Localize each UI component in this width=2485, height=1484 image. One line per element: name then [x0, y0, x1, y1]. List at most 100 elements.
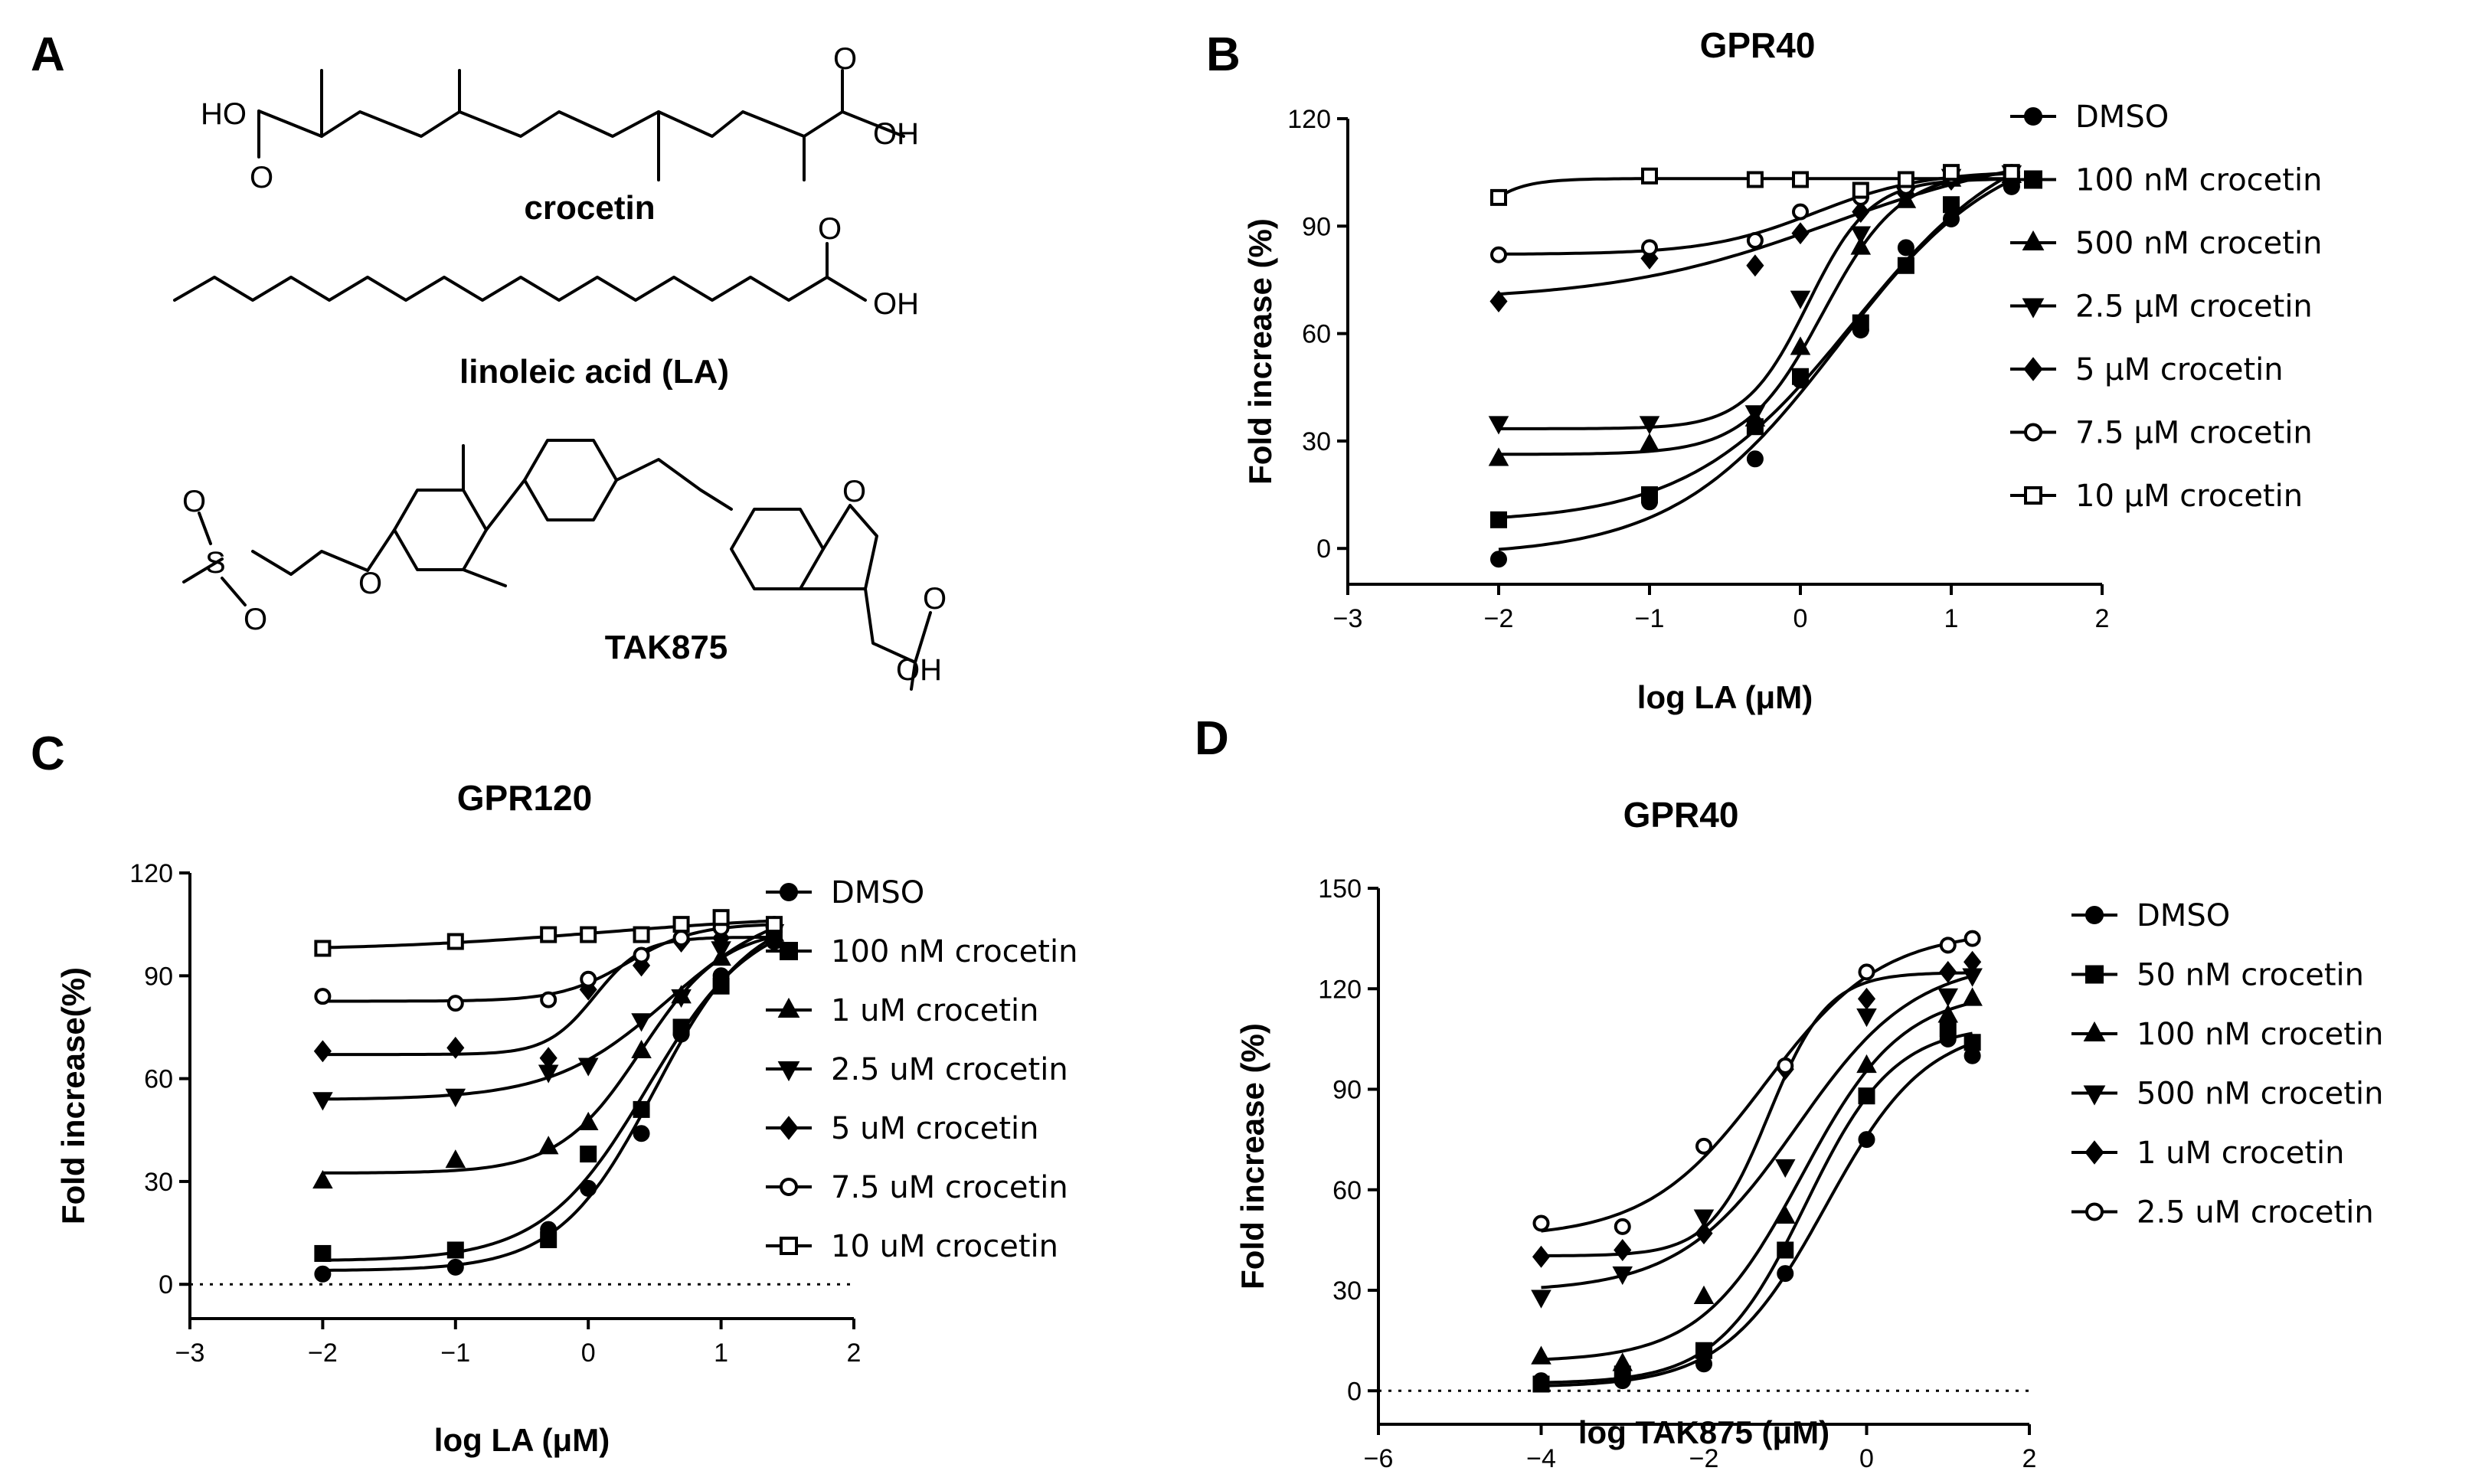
chart-d-y-tick-label: 150: [1318, 874, 1362, 904]
tak875-atom-o-acid: O: [923, 582, 947, 616]
panel-letter-c: C: [31, 727, 65, 780]
chart-d-legend-item: 1 uM crocetin: [2071, 1136, 2345, 1171]
chart-d-point: [1612, 1266, 1633, 1286]
chart-c-point: [314, 1244, 332, 1262]
chart-b-legend-label: 7.5 μM crocetin: [2075, 416, 2313, 451]
chart-b-point: [1490, 188, 1507, 206]
chart-d-fit-curve: [1541, 937, 1973, 1233]
chart-b-point: [1639, 416, 1660, 435]
chart-d-fit-curve: [1541, 1041, 1973, 1388]
chart-b-point: [1943, 164, 1960, 181]
chart-d-point: [1695, 1342, 1712, 1359]
chart-d-y-tick-label: 90: [1332, 1076, 1362, 1105]
panel-letter-b: B: [1206, 28, 1241, 81]
chart-b-legend-marker: [2022, 298, 2045, 319]
tak875-atom-o-ring: O: [842, 475, 866, 508]
crocetin-atom-oh: OH: [873, 117, 919, 151]
chart-d-legend-label: 2.5 uM crocetin: [2137, 1195, 2374, 1231]
chart-b-point: [1852, 181, 1869, 199]
chart-b-legend-label: 10 μM crocetin: [2075, 479, 2303, 514]
chart-b-legend-label: 5 μM crocetin: [2075, 352, 2284, 387]
chart-d-point: [1937, 1004, 1959, 1023]
chart-d-fit-curve: [1541, 971, 1973, 1257]
chart-b-point: [1897, 171, 1914, 188]
chart-b-y-tick-label: 60: [1302, 320, 1331, 349]
chart-d-series-dmso: [1532, 1030, 1981, 1390]
chart-b-legend-marker: [2024, 107, 2042, 126]
chart-b-point: [1790, 290, 1811, 309]
chart-d-y-tick-label: 120: [1318, 975, 1362, 1004]
chart-d-point: [1939, 1020, 1957, 1038]
chart-c-point: [580, 970, 597, 988]
chart-b-x-tick-label: −3: [1333, 604, 1363, 633]
chart-b-point: [1897, 257, 1914, 274]
chart-d-legend-marker: [2085, 906, 2104, 924]
chart-c-fit-curve: [322, 935, 775, 1057]
chart-d-x-tick-label: 2: [2022, 1444, 2037, 1473]
chart-d-legend-label: 1 uM crocetin: [2137, 1136, 2345, 1171]
chart-d-point: [1612, 1352, 1633, 1371]
chart-b-legend-label: 100 nM crocetin: [2075, 163, 2322, 198]
tak875-so-2: [221, 577, 247, 606]
chart-c-point: [633, 1125, 650, 1142]
chart-d-legend-label: 100 nM crocetin: [2137, 1017, 2383, 1052]
chart-b-fit-curve: [1498, 169, 2013, 296]
chart-c-point: [314, 988, 332, 1005]
tak875-ethyl-linker: [615, 458, 733, 511]
chart-b-y-label: Fold increase (%): [1242, 218, 1278, 485]
chart-b-legend-item: 500 nM crocetin: [2010, 226, 2322, 261]
chart-c-legend-marker: [777, 1061, 800, 1082]
chart-c-legend-marker: [780, 1237, 798, 1255]
chart-c-legend-label: 1 uM crocetin: [831, 993, 1039, 1028]
chart-d-legend-item: 100 nM crocetin: [2071, 1017, 2383, 1052]
chart-c-point: [712, 909, 730, 927]
chart-b-point: [1852, 201, 1870, 224]
chart-c-legend-item: 1 uM crocetin: [766, 993, 1039, 1028]
chart-d-point: [1858, 1087, 1875, 1105]
chart-b-point: [1791, 222, 1810, 245]
chart-d-point: [1693, 1209, 1715, 1228]
chart-c-point: [580, 1146, 597, 1163]
chart-b-point: [1897, 239, 1914, 257]
chart-c-legend-label: 100 nM crocetin: [831, 934, 1077, 969]
chart-d-point: [1695, 1137, 1712, 1155]
chart-b-legend-item: 7.5 μM crocetin: [2010, 416, 2313, 451]
chart-d-point: [1856, 1008, 1877, 1028]
tak875-so-1: [198, 512, 212, 545]
chart-d-legend-item: 500 nM crocetin: [2071, 1077, 2383, 1112]
chart-c-point: [540, 991, 557, 1008]
chart-d-x-tick-label: −2: [1689, 1444, 1719, 1473]
chart-c-point: [672, 930, 690, 947]
chart-d-x-tick-label: −4: [1526, 1444, 1556, 1473]
chart-d-point: [1962, 987, 1983, 1006]
chart-c-fit-curve: [322, 936, 775, 1272]
chart-b-point: [1792, 171, 1809, 188]
chart-b-legend-marker: [2022, 230, 2045, 250]
chart-d-legend-item: DMSO: [2071, 898, 2230, 933]
chart-c-x-tick-label: 0: [581, 1339, 596, 1368]
chart-c-point: [312, 1092, 333, 1111]
chart-b-legend-marker: [2024, 170, 2042, 189]
chart-d-y-tick-label: 60: [1332, 1176, 1362, 1205]
chart-b-legend-item: 2.5 μM crocetin: [2010, 289, 2313, 325]
chart-b-point: [1744, 405, 1766, 424]
panel-letter-d: D: [1195, 712, 1229, 765]
chart-b: GPR40 0 30 60 90 120 −3 −2 −1 0 1 2 log LA (μM) Fold …: [1242, 25, 2322, 715]
chart-b-point: [1490, 511, 1507, 528]
chart-c-x-tick-label: −1: [440, 1339, 470, 1368]
la-skeleton: [173, 276, 867, 302]
chart-c-x-tick-label: −2: [308, 1339, 338, 1368]
chart-d-legend-marker: [2085, 1202, 2104, 1221]
chart-b-point: [1641, 167, 1658, 185]
chart-d-point: [1532, 1214, 1550, 1232]
chart-d-series-50-nm-crocetin: [1532, 1020, 1981, 1393]
chart-c-y-tick-label: 0: [159, 1270, 173, 1299]
chart-b-series-100-nm-crocetin: [1490, 171, 2020, 528]
chart-d-point: [1774, 1205, 1796, 1224]
chart-c-point: [580, 926, 597, 943]
la-label: linoleic acid (LA): [459, 353, 729, 391]
tak875-ring-right: [730, 508, 825, 590]
chart-d-fit-curve: [1541, 974, 1973, 1290]
chart-d-point: [1777, 1265, 1794, 1283]
chart-d-legend-marker: [2083, 1085, 2106, 1106]
